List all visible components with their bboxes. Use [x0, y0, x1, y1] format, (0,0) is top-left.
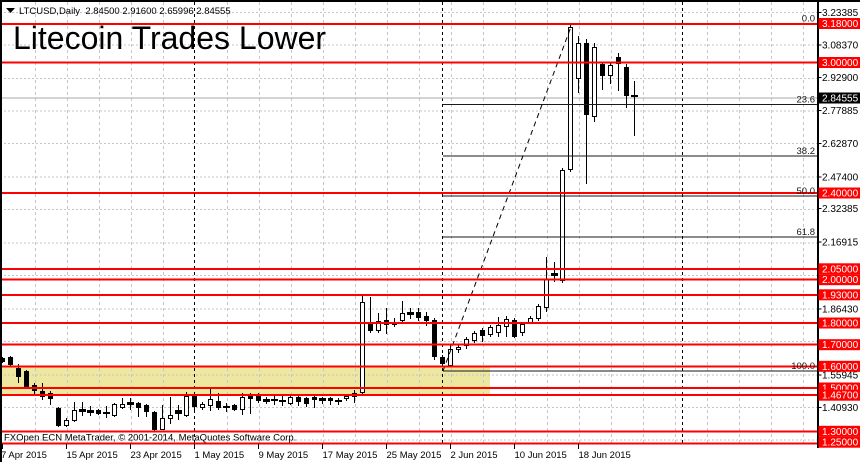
- svg-text:23.6: 23.6: [797, 95, 816, 106]
- svg-text:2.62870: 2.62870: [822, 139, 859, 150]
- svg-text:2.47400: 2.47400: [822, 172, 859, 183]
- svg-text:23 Apr 2015: 23 Apr 2015: [131, 450, 182, 461]
- svg-text:2.77885: 2.77885: [822, 106, 859, 117]
- svg-text:3.00000: 3.00000: [822, 58, 859, 69]
- svg-text:LTCUSD,Daily 2.84500 2.91600: LTCUSD,Daily 2.84500 2.91600 2.65996 2.8…: [19, 6, 231, 17]
- svg-text:0.0: 0.0: [802, 14, 815, 25]
- svg-text:2.16915: 2.16915: [822, 238, 859, 249]
- svg-text:3.18000: 3.18000: [822, 19, 859, 30]
- svg-text:61.8: 61.8: [797, 227, 816, 238]
- svg-text:25 May 2015: 25 May 2015: [387, 450, 442, 461]
- svg-text:1.86430: 1.86430: [822, 305, 859, 316]
- svg-text:3.23385: 3.23385: [822, 8, 859, 19]
- svg-text:15 Apr 2015: 15 Apr 2015: [67, 450, 118, 461]
- svg-text:1.46700: 1.46700: [822, 391, 859, 402]
- svg-text:1.50000: 1.50000: [822, 384, 859, 395]
- svg-text:50.0: 50.0: [797, 186, 816, 197]
- svg-text:2.40000: 2.40000: [822, 189, 859, 200]
- svg-text:10 Jun 2015: 10 Jun 2015: [515, 450, 567, 461]
- svg-text:FXOpen ECN MetaTrader, © 2001-: FXOpen ECN MetaTrader, © 2001-2014, Meta…: [4, 433, 296, 444]
- svg-text:1.40930: 1.40930: [822, 403, 859, 414]
- svg-text:1.80000: 1.80000: [822, 319, 859, 330]
- svg-text:1.93000: 1.93000: [822, 290, 859, 301]
- svg-text:7 Apr 2015: 7 Apr 2015: [1, 450, 47, 461]
- svg-text:2.05000: 2.05000: [822, 264, 859, 275]
- svg-text:38.2: 38.2: [797, 146, 816, 157]
- svg-text:1.30000: 1.30000: [822, 427, 859, 438]
- svg-text:1.25000: 1.25000: [822, 438, 859, 449]
- svg-text:1 May 2015: 1 May 2015: [195, 450, 245, 461]
- svg-text:2.00000: 2.00000: [822, 275, 859, 286]
- svg-text:3.08370: 3.08370: [822, 40, 859, 51]
- svg-text:2.92900: 2.92900: [822, 73, 859, 84]
- svg-text:1.55945: 1.55945: [822, 371, 859, 382]
- svg-text:1.70000: 1.70000: [822, 340, 859, 351]
- svg-text:9 May 2015: 9 May 2015: [259, 450, 309, 461]
- svg-text:2.32385: 2.32385: [822, 204, 859, 215]
- svg-text:2.84555: 2.84555: [822, 94, 859, 105]
- svg-text:2 Jun 2015: 2 Jun 2015: [451, 450, 498, 461]
- svg-text:1.60000: 1.60000: [822, 362, 859, 373]
- svg-text:Litecoin Trades Lower: Litecoin Trades Lower: [13, 20, 326, 56]
- svg-text:17 May 2015: 17 May 2015: [323, 450, 378, 461]
- svg-text:18 Jun 2015: 18 Jun 2015: [579, 450, 631, 461]
- svg-text:100.0: 100.0: [791, 361, 815, 372]
